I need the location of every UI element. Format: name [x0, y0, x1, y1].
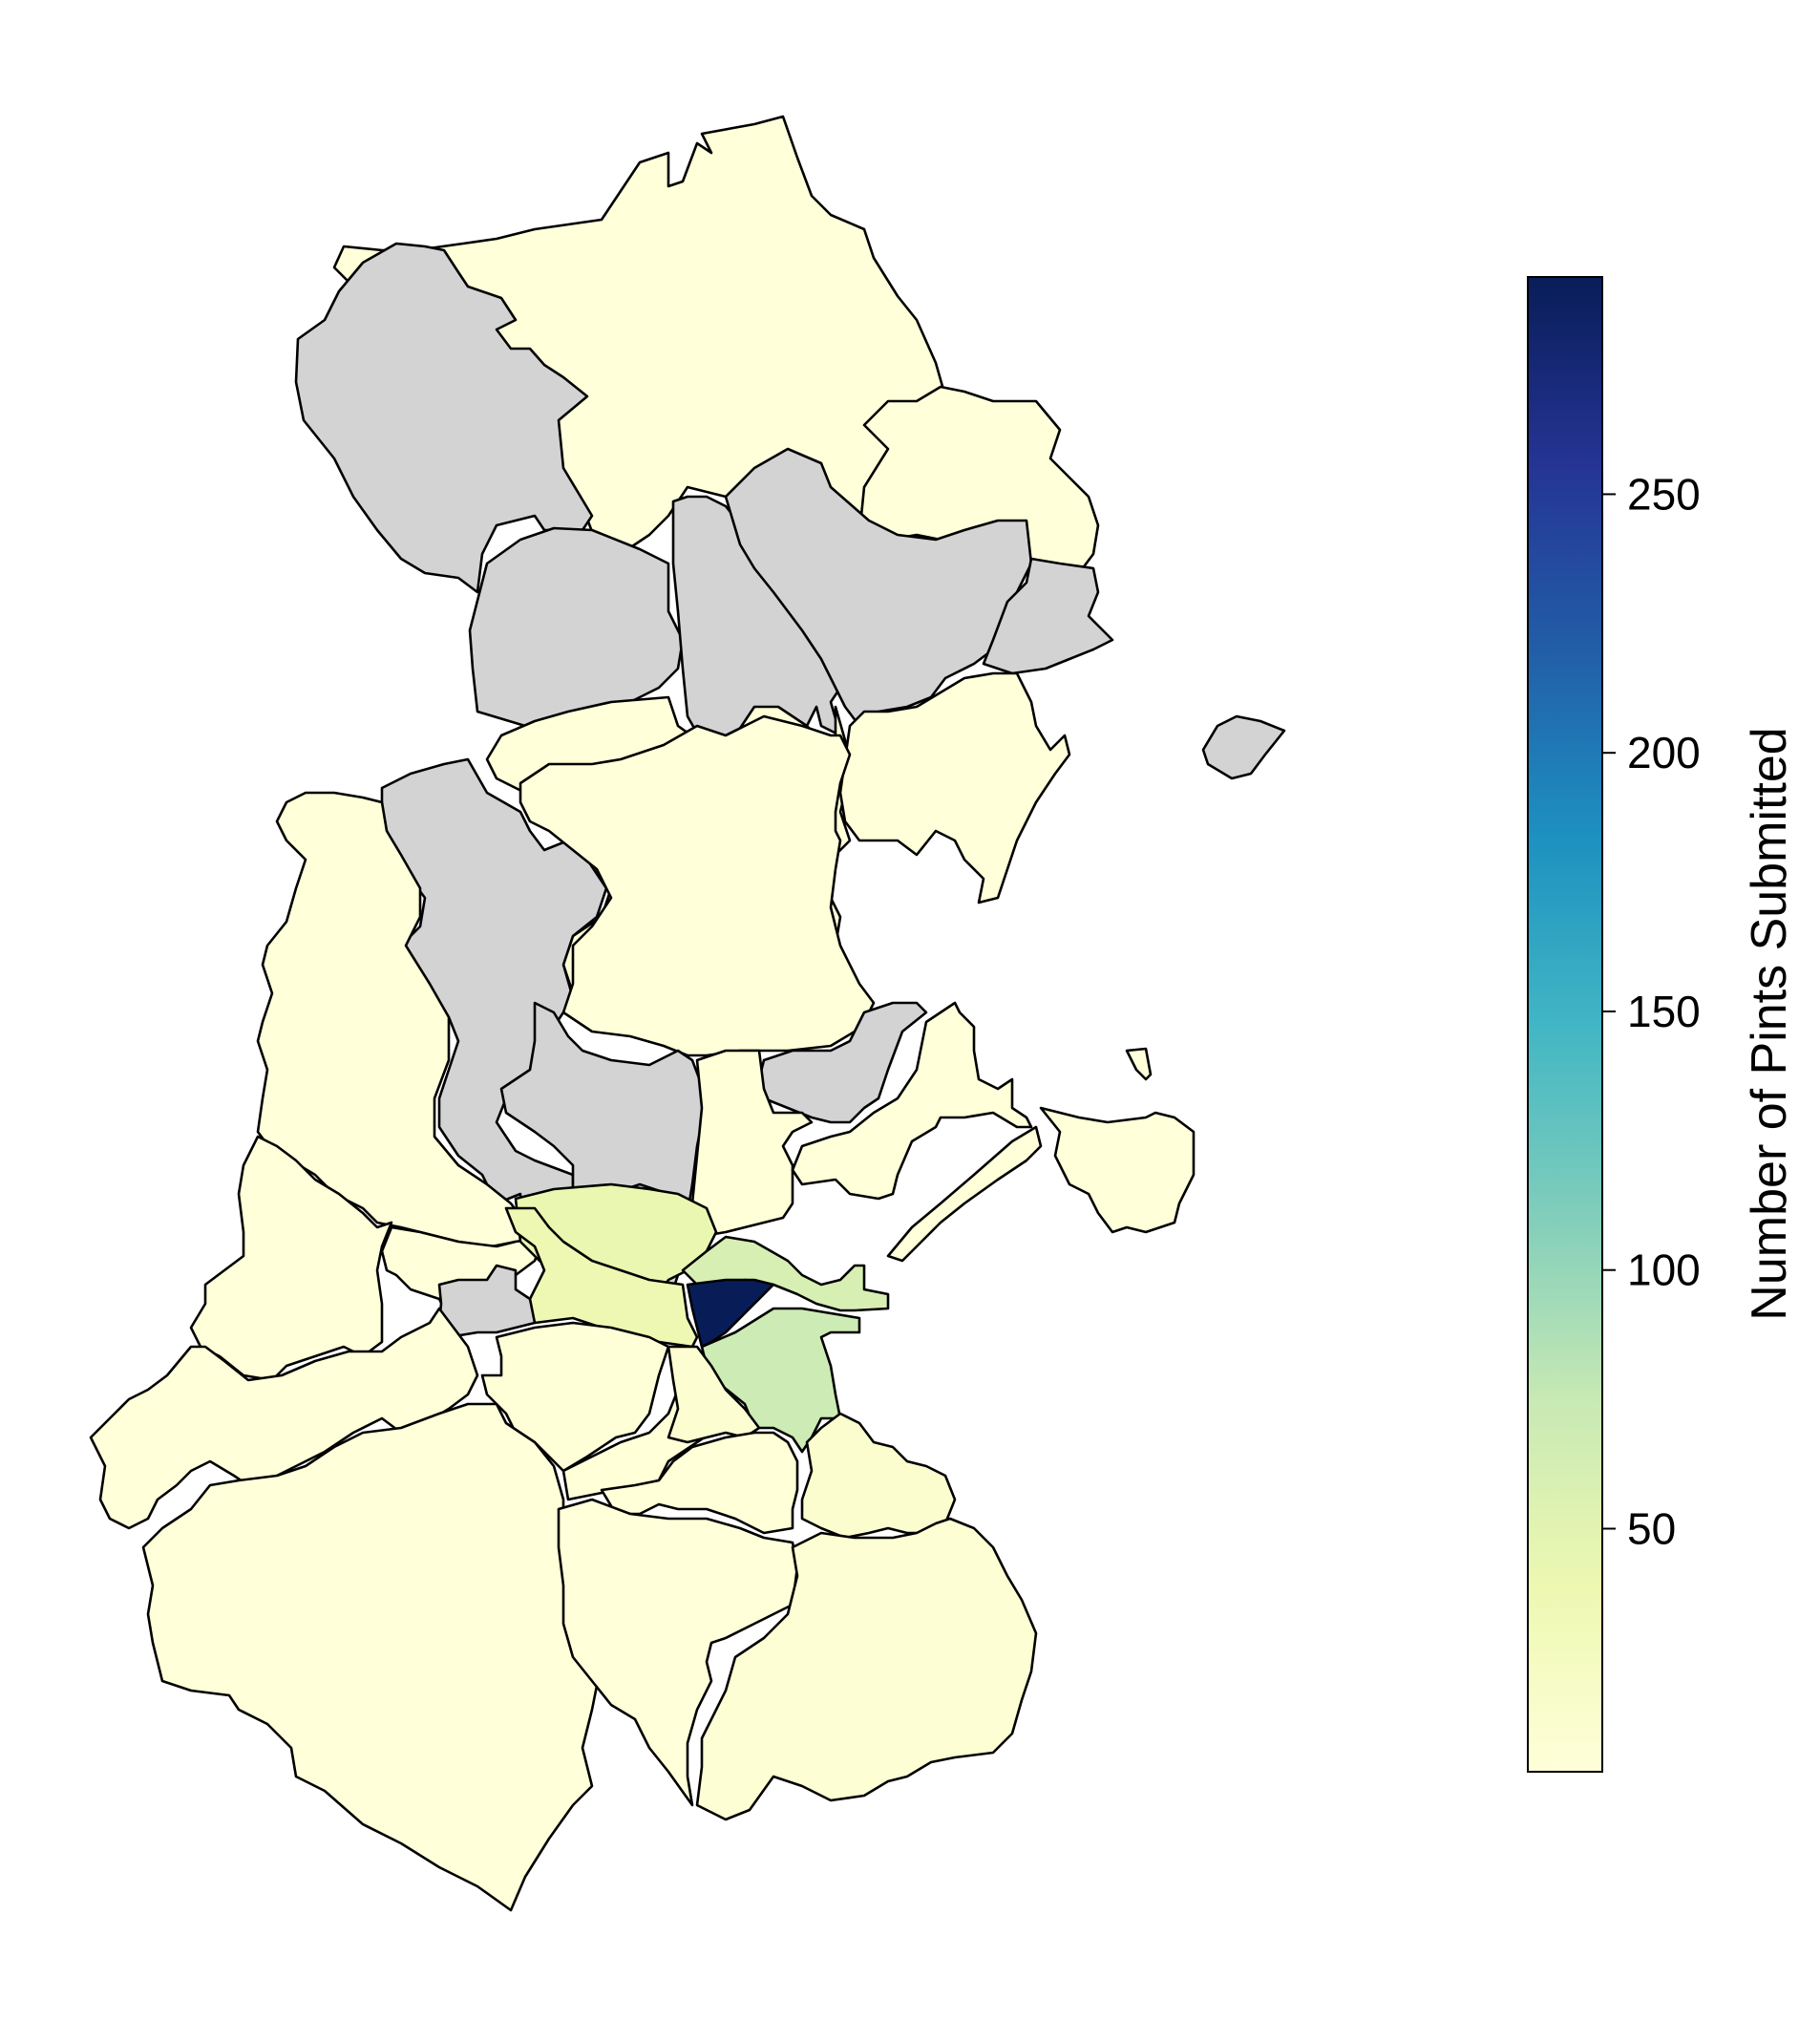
region-peninsula-east: [1039, 1106, 1196, 1234]
colorbar-tick-label: 200: [1627, 728, 1701, 777]
colorbar-tick-label: 100: [1627, 1245, 1701, 1295]
region-north-central-grey-west: [468, 526, 685, 728]
colorbar-label: Number of Pints Submitted: [1742, 727, 1797, 1320]
region-far-southwest-large: [141, 1402, 603, 1912]
region-south-coast-strip: [695, 1517, 1038, 1821]
colorbar-tick-label: 50: [1627, 1503, 1676, 1553]
region-city-centre: [686, 1278, 775, 1349]
colorbar-ticks: 50 100 150 200 250: [1602, 469, 1701, 1553]
colorbar-tick-label: 250: [1627, 469, 1701, 519]
colorbar-gradient: [1527, 276, 1603, 1773]
region-bull-island: [886, 1125, 1043, 1263]
colorbar-tick-label: 150: [1627, 987, 1701, 1036]
region-northeast-inner-coast: [791, 1001, 1033, 1201]
region-south-mid-yellow: [600, 1431, 799, 1535]
region-south-inner-yellow: [480, 1321, 670, 1473]
region-islet-small: [1125, 1047, 1153, 1081]
region-mid-northeast-coast: [838, 671, 1071, 904]
region-northwest-grey: [294, 242, 594, 594]
region-inner-northeast-grey: [757, 1001, 928, 1124]
region-island-grey: [1201, 714, 1286, 780]
colorbar: 50 100 150 200 250 Number of Pints Submitted: [1527, 276, 1797, 1773]
region-south-large-yellow: [557, 1498, 799, 1807]
map-regions: [89, 115, 1286, 1912]
region-city-west: [504, 1206, 699, 1349]
region-southwest-yellow: [89, 1307, 479, 1530]
region-far-west-yellow: [189, 1135, 393, 1382]
region-southeast-coast: [800, 1412, 957, 1540]
region-north-central-grey-east: [724, 447, 1033, 728]
region-northeast-grey-small: [982, 557, 1114, 675]
